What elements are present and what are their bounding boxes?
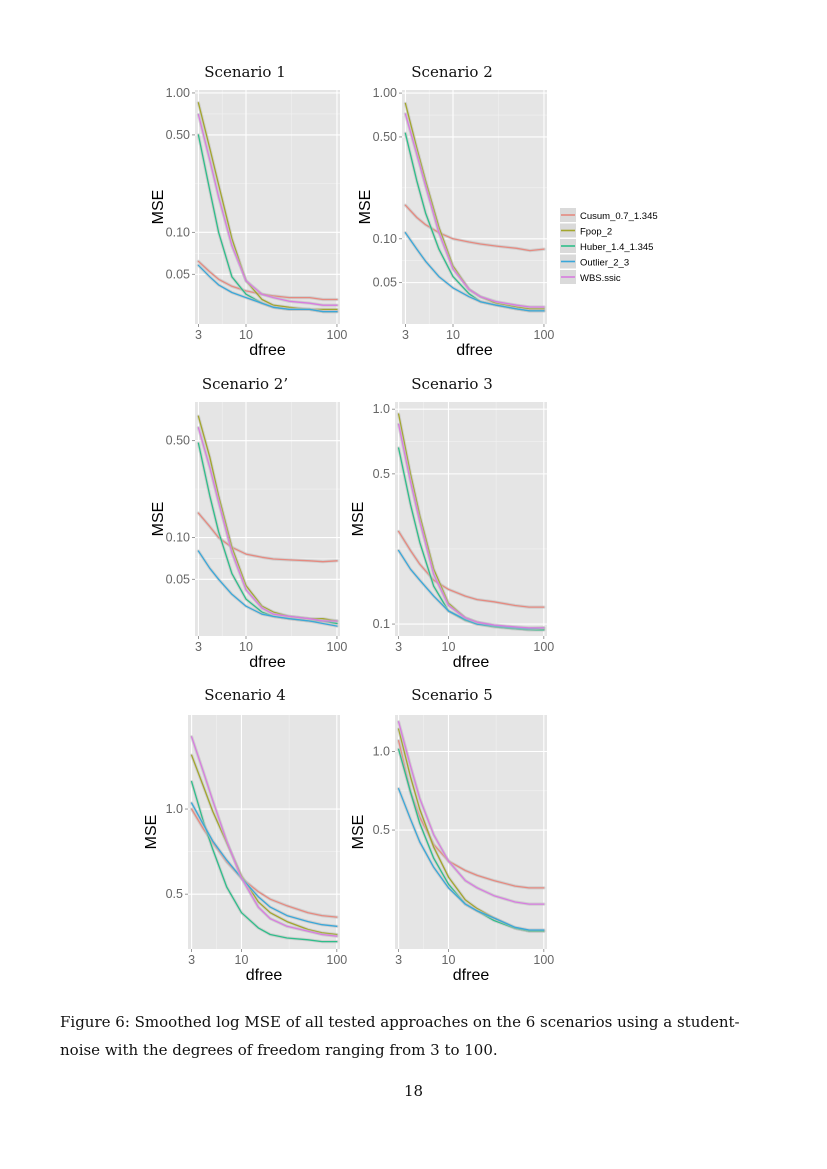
panel-scenario-1: 3 10 100 1.00 0.50 0.10 0.05 Scenario 1 dfree MSE xyxy=(150,63,347,359)
series-line-cusum-0-7-1-345 xyxy=(397,530,545,608)
panel-scenario-5: 3 10 100 1.0 0.5 Scenario 5 dfree MSE xyxy=(350,686,554,984)
y-tick-label: 1.0 xyxy=(166,802,183,816)
panel-scenario-4: 3 10 100 1.0 0.5 Scenario 4 dfree MSE xyxy=(143,686,347,984)
series-line-wbs-ssic xyxy=(404,113,545,308)
page-number: 18 xyxy=(403,1082,424,1100)
y-axis-label: MSE xyxy=(143,815,160,850)
x-axis-label: dfree xyxy=(453,967,490,984)
series-line-outlier-2-3 xyxy=(190,802,338,927)
x-axis-label: dfree xyxy=(453,654,490,671)
series-line-cusum-0-7-1-345 xyxy=(197,512,338,563)
x-tick-label: 10 xyxy=(239,640,253,654)
y-axis-label: MSE xyxy=(350,502,367,537)
x-axis-label: dfree xyxy=(249,342,286,359)
y-tick-label: 0.10 xyxy=(373,232,397,246)
panel-title: Scenario 5 xyxy=(411,686,492,704)
y-tick-label: 0.5 xyxy=(373,823,390,837)
x-tick-label: 10 xyxy=(442,640,456,654)
x-tick-label: 100 xyxy=(533,953,554,967)
panel-scenario-2: 3 10 100 0.50 0.10 0.05 Scenario 2’ dfree MSE xyxy=(150,375,347,671)
x-tick-label: 3 xyxy=(395,640,402,654)
x-tick-label: 100 xyxy=(533,640,554,654)
figure-caption: Figure 6: Smoothed log MSE of all tested… xyxy=(60,1013,740,1059)
legend-label-wbs-ssic: WBS.ssic xyxy=(580,273,621,284)
panel-title: Scenario 4 xyxy=(204,686,285,704)
x-tick-label: 10 xyxy=(442,953,456,967)
y-tick-label: 0.50 xyxy=(373,130,397,144)
y-tick-label: 1.0 xyxy=(373,402,390,416)
series-line-wbs-ssic xyxy=(190,736,338,937)
y-tick-label: 1.00 xyxy=(373,86,397,100)
legend-label-outlier-2-3: Outlier_2_3 xyxy=(580,258,629,269)
panel-title: Scenario 2’ xyxy=(202,375,288,393)
series-line-wbs-ssic xyxy=(197,427,338,622)
y-tick-label: 0.5 xyxy=(373,467,390,481)
plot-background xyxy=(402,90,547,324)
legend-label-fpop-2: Fpop_2 xyxy=(580,227,612,238)
plot-background xyxy=(195,90,340,324)
series-line-wbs-ssic xyxy=(397,423,545,629)
y-tick-label: 0.50 xyxy=(166,434,190,448)
y-axis-label: MSE xyxy=(357,190,374,225)
series-line-wbs-ssic xyxy=(197,113,338,306)
y-tick-label: 0.05 xyxy=(166,572,190,586)
x-tick-label: 100 xyxy=(327,640,348,654)
y-tick-label: 0.10 xyxy=(166,531,190,545)
x-tick-label: 3 xyxy=(402,328,409,342)
panel-title: Scenario 2 xyxy=(411,63,492,81)
legend-label-cusum-0-7-1-345: Cusum_0.7_1.345 xyxy=(580,211,658,222)
legend: Cusum_0.7_1.345 Fpop_2 Huber_1.4_1.345 Outl… xyxy=(560,208,658,284)
y-tick-label: 0.10 xyxy=(166,225,190,239)
y-tick-label: 0.50 xyxy=(166,128,190,142)
y-tick-label: 0.05 xyxy=(373,276,397,290)
y-tick-label: 0.05 xyxy=(166,267,190,281)
series-line-outlier-2-3 xyxy=(397,788,545,931)
x-tick-label: 10 xyxy=(235,953,249,967)
panel-scenario-3: 3 10 100 1.0 0.5 0.1 Scenario 3 dfree MSE xyxy=(350,375,554,671)
x-tick-label: 100 xyxy=(534,328,555,342)
x-tick-label: 10 xyxy=(239,328,253,342)
x-axis-label: dfree xyxy=(249,654,286,671)
y-axis-label: MSE xyxy=(150,190,167,225)
x-tick-label: 3 xyxy=(188,953,195,967)
plot-background xyxy=(395,715,547,949)
x-tick-label: 100 xyxy=(327,328,348,342)
series-line-outlier-2-3 xyxy=(197,264,338,313)
y-tick-label: 0.5 xyxy=(166,887,183,901)
series-line-wbs-ssic xyxy=(397,721,545,905)
legend-label-huber-1-4-1-345: Huber_1.4_1.345 xyxy=(580,242,653,253)
y-tick-label: 1.0 xyxy=(373,744,390,758)
x-tick-label: 10 xyxy=(446,328,460,342)
x-axis-label: dfree xyxy=(246,967,283,984)
series-line-cusum-0-7-1-345 xyxy=(404,204,545,252)
panel-title: Scenario 1 xyxy=(204,63,285,81)
figure-6: 3 10 100 1.00 0.50 0.10 0.05 Scenario 1 dfree MSE… xyxy=(143,63,658,984)
x-axis-label: dfree xyxy=(456,342,493,359)
y-tick-label: 1.00 xyxy=(166,86,190,100)
panel-title: Scenario 3 xyxy=(411,375,492,393)
x-tick-label: 3 xyxy=(395,953,402,967)
y-axis-label: MSE xyxy=(350,815,367,850)
series-line-outlier-2-3 xyxy=(404,232,545,312)
series-line-outlier-2-3 xyxy=(197,550,338,627)
x-tick-label: 3 xyxy=(195,640,202,654)
x-tick-label: 100 xyxy=(326,953,347,967)
x-tick-label: 3 xyxy=(195,328,202,342)
series-line-fpop-2 xyxy=(190,754,338,936)
series-line-huber-1-4-1-345 xyxy=(190,780,338,943)
y-axis-label: MSE xyxy=(150,502,167,537)
panel-scenario-2: 3 10 100 1.00 0.50 0.10 0.05 Scenario 2 dfree MSE xyxy=(357,63,554,359)
y-tick-label: 0.1 xyxy=(373,617,390,631)
plot-background xyxy=(188,715,340,949)
